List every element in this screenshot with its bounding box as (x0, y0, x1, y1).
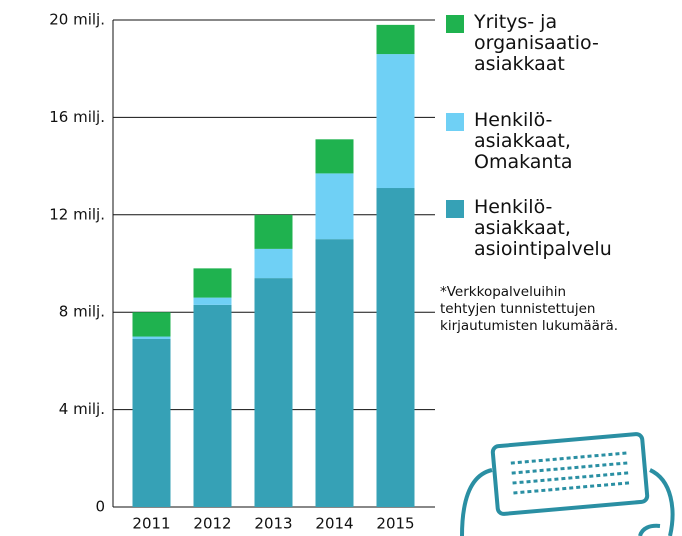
x-tick-label: 2015 (376, 515, 414, 533)
annotation: *Verkkopalveluihin tehtyjen tunnistettuj… (440, 284, 619, 334)
bar-segment (376, 188, 415, 507)
legend-item: Henkilö- asiakkaat, Omakanta (446, 110, 573, 173)
legend-label: Henkilö- asiakkaat, asiointipalvelu (474, 196, 612, 260)
bar-segment (193, 268, 232, 298)
y-tick-label: 20 milj. (49, 11, 105, 29)
y-tick-label: 12 milj. (49, 205, 105, 223)
bar-segment (132, 312, 171, 337)
legend-swatch (446, 15, 464, 33)
bar-segment (376, 54, 415, 189)
legend-swatch (446, 113, 464, 131)
keyboard-illustration (460, 432, 675, 536)
bar-segment (132, 338, 171, 507)
bar-segment (315, 139, 354, 174)
y-tick-label: 0 (95, 498, 105, 516)
bar-segment (132, 336, 171, 339)
legend-label: Yritys- ja organisaatio- asiakkaat (474, 11, 599, 75)
y-tick-label: 4 milj. (59, 400, 105, 418)
bar-segment (254, 214, 293, 249)
y-tick-label: 8 milj. (59, 303, 105, 321)
bar-segment (193, 304, 232, 507)
legend-item: Yritys- ja organisaatio- asiakkaat (446, 12, 599, 75)
legend-item: Henkilö- asiakkaat, asiointipalvelu (446, 197, 612, 260)
bar-segment (254, 278, 293, 507)
bar-segment (315, 239, 354, 507)
bar-segment (193, 297, 232, 305)
x-tick-label: 2012 (193, 515, 231, 533)
x-tick-label: 2011 (132, 515, 170, 533)
bar-segment (315, 173, 354, 240)
x-tick-label: 2013 (254, 515, 292, 533)
bar-segment (376, 24, 415, 55)
y-tick-label: 16 milj. (49, 108, 105, 126)
x-tick-label: 2014 (315, 515, 353, 533)
legend-swatch (446, 200, 464, 218)
bar-segment (254, 248, 293, 279)
legend-label: Henkilö- asiakkaat, Omakanta (474, 109, 573, 173)
